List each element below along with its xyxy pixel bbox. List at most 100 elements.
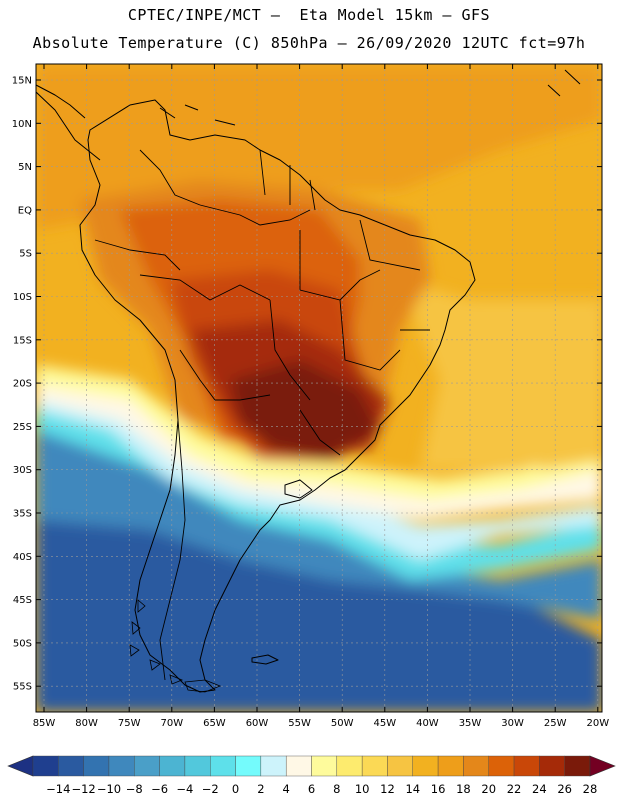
- longitude-labels: 85W 80W 75W 70W 65W 60W 55W 50W 45W 40W 35W 30W 25W 2…: [33, 718, 610, 729]
- colorbar-label: 16: [431, 782, 446, 796]
- colorbar-label: 12: [380, 782, 395, 796]
- lat-label: 55S: [13, 682, 32, 693]
- lat-label: 40S: [13, 552, 32, 563]
- lat-label: 10S: [13, 292, 32, 303]
- colorbar-cell: [311, 755, 338, 777]
- colorbar-cell: [412, 755, 439, 777]
- lon-label: 45W: [373, 718, 396, 729]
- colorbar-label: 18: [456, 782, 471, 796]
- central-america-coastline: [36, 91, 101, 161]
- rio-de-la-plata-estuary: [284, 479, 313, 499]
- border-colombia-venezuela: [139, 149, 201, 206]
- border-brazil-peru-bolivia: [139, 274, 271, 301]
- colorbar-cell: [336, 755, 363, 777]
- colorbar-cell: [83, 755, 110, 777]
- colorbar-label: 26: [557, 782, 572, 796]
- caribbean-islands: [159, 69, 581, 126]
- colorbar-cell: [539, 755, 565, 777]
- colorbar-cell: [463, 755, 489, 777]
- latitude-labels: 15N 10N 5N EQ 5S 10S 15S 20S 25S 30S 35S 40S 45S 50S 5…: [12, 76, 32, 693]
- colorbar-label: −8: [126, 782, 143, 796]
- colorbar-label: −4: [176, 782, 193, 796]
- map-frame: [35, 63, 603, 713]
- colorbar-label: 28: [583, 782, 598, 796]
- colorbar-cell: [58, 755, 84, 777]
- colorbar-label: 24: [532, 782, 547, 796]
- colorbar-label: 10: [355, 782, 370, 796]
- tierra-del-fuego: [184, 679, 222, 693]
- lat-label: 15N: [12, 76, 32, 87]
- lon-label: 25W: [544, 718, 567, 729]
- lat-label: EQ: [18, 205, 32, 216]
- colorbar-label: 4: [283, 782, 290, 796]
- brazil-state-borders: [299, 219, 430, 371]
- border-argentina-brazil: [299, 409, 341, 456]
- colorbar-label: 2: [257, 782, 264, 796]
- island: [131, 621, 141, 635]
- lat-label: 10N: [12, 119, 32, 130]
- lat-label: 30S: [13, 465, 32, 476]
- lat-label: 25S: [13, 422, 32, 433]
- colorbar-label: 20: [481, 782, 496, 796]
- map-title: CPTEC/INPE/MCT – Eta Model 15km – GFS: [127, 6, 491, 24]
- colorbar-under-triangle: [7, 755, 34, 777]
- colorbar-label: −6: [151, 782, 168, 796]
- colorbar-cell: [513, 755, 540, 777]
- border-venezuela-brazil: [199, 204, 311, 226]
- lon-label: 30W: [501, 718, 524, 729]
- lon-label: 55W: [288, 718, 311, 729]
- axis-ticks: [36, 64, 602, 712]
- field-yellow-pale: [36, 365, 602, 500]
- lat-label: 5S: [19, 249, 32, 260]
- lat-label: 45S: [13, 595, 32, 606]
- lon-label: 20W: [586, 718, 609, 729]
- central-america-coastline-north: [36, 84, 86, 119]
- colorbar-label: 8: [333, 782, 340, 796]
- lon-label: 50W: [331, 718, 354, 729]
- coastlines: [36, 69, 581, 693]
- colorbar-label: 0: [232, 782, 239, 796]
- colorbar-cell: [285, 755, 312, 777]
- colorbar-cell: [361, 755, 388, 777]
- colorbar-label: −12: [71, 782, 95, 796]
- lon-label: 85W: [33, 718, 56, 729]
- lon-label: 65W: [203, 718, 226, 729]
- island: [169, 674, 184, 685]
- colorbar: −14 −12 −10 −8 −6 −4 −2 0 2 4 6 8 10 12 14 16 18 20 22 24 26…: [7, 755, 616, 796]
- temperature-map: 15N 10N 5N EQ 5S 10S 15S 20S 25S 30S 35S 40S 45S 50S 5…: [12, 63, 610, 729]
- field-maroon: [250, 385, 355, 452]
- border-brazil-paraguay: [269, 299, 311, 401]
- chile-archipelago: [129, 599, 222, 693]
- border-colombia-peru: [94, 239, 181, 271]
- colorbar-label: 14: [405, 782, 420, 796]
- colorbar-cell: [134, 755, 160, 777]
- border-argentina-chile: [159, 419, 186, 681]
- colorbar-cell: [108, 755, 135, 777]
- country-borders: [94, 149, 430, 681]
- lon-label: 60W: [246, 718, 269, 729]
- colorbar-labels: −14 −12 −10 −8 −6 −4 −2 0 2 4 6 8 10 12 14 16 18 20 22 24 26…: [46, 782, 597, 796]
- lon-label: 35W: [459, 718, 482, 729]
- colorbar-cell: [437, 755, 464, 777]
- island: [137, 599, 146, 613]
- lat-label: 15S: [13, 335, 32, 346]
- border-guianas: [259, 149, 316, 211]
- colorbar-cell: [387, 755, 413, 777]
- colorbar-cell: [184, 755, 211, 777]
- lon-label: 70W: [160, 718, 183, 729]
- field-warm-southeast: [520, 410, 602, 470]
- colorbar-label: −2: [202, 782, 219, 796]
- colorbar-over-triangle: [589, 755, 616, 777]
- colorbar-cell: [32, 755, 59, 777]
- lat-lon-grid: [36, 64, 602, 712]
- colorbar-cells: [32, 755, 591, 777]
- colorbar-cell: [235, 755, 262, 777]
- lat-label: 50S: [13, 638, 32, 649]
- colorbar-cell: [159, 755, 186, 777]
- island: [149, 659, 161, 671]
- south-america-coastline: [79, 99, 476, 693]
- lat-label: 35S: [13, 509, 32, 520]
- lon-label: 80W: [75, 718, 98, 729]
- lon-label: 75W: [118, 718, 141, 729]
- map-subtitle: Absolute Temperature (C) 850hPa – 26/09/…: [32, 34, 586, 52]
